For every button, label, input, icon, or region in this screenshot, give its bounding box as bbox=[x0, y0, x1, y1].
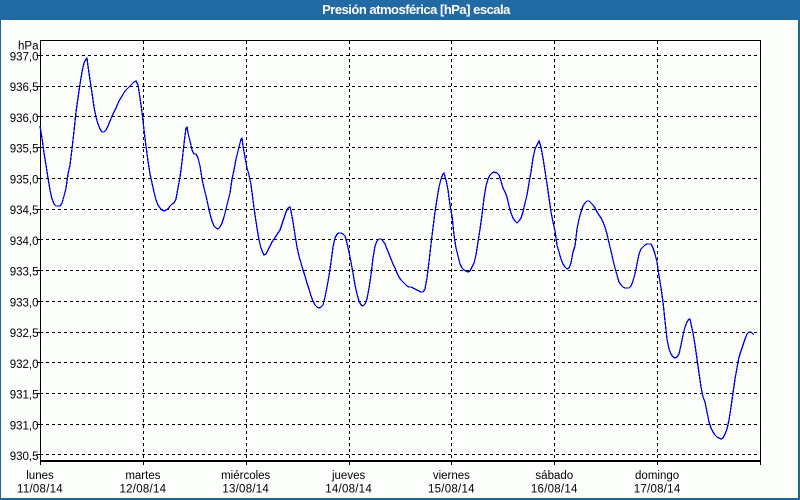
svg-text:935,5: 935,5 bbox=[10, 144, 39, 156]
svg-text:932,5: 932,5 bbox=[10, 328, 39, 340]
svg-text:932,0: 932,0 bbox=[10, 359, 39, 371]
svg-text:935,0: 935,0 bbox=[10, 174, 39, 186]
svg-text:933,5: 933,5 bbox=[10, 267, 39, 279]
svg-text:13/08/14: 13/08/14 bbox=[222, 484, 269, 496]
svg-text:hPa: hPa bbox=[18, 41, 39, 53]
svg-text:sábado: sábado bbox=[535, 470, 573, 482]
svg-text:933,0: 933,0 bbox=[10, 297, 39, 309]
svg-text:15/08/14: 15/08/14 bbox=[428, 484, 475, 496]
svg-text:11/08/14: 11/08/14 bbox=[17, 484, 63, 496]
svg-text:936,5: 936,5 bbox=[10, 82, 39, 94]
svg-text:934,0: 934,0 bbox=[10, 236, 39, 248]
svg-text:936,0: 936,0 bbox=[10, 113, 39, 125]
svg-text:931,5: 931,5 bbox=[10, 390, 39, 402]
svg-text:937,0: 937,0 bbox=[10, 52, 39, 64]
svg-text:16/08/14: 16/08/14 bbox=[531, 484, 578, 496]
svg-text:12/08/14: 12/08/14 bbox=[120, 484, 167, 496]
svg-text:931,0: 931,0 bbox=[10, 420, 39, 432]
svg-text:934,5: 934,5 bbox=[10, 205, 39, 217]
svg-text:lunes: lunes bbox=[26, 470, 54, 482]
svg-text:jueves: jueves bbox=[331, 470, 365, 482]
svg-text:domingo: domingo bbox=[635, 470, 679, 482]
svg-text:viernes: viernes bbox=[433, 470, 470, 482]
svg-text:miércoles: miércoles bbox=[221, 470, 270, 482]
svg-text:17/08/14: 17/08/14 bbox=[634, 484, 681, 496]
svg-text:martes: martes bbox=[125, 470, 160, 482]
svg-text:930,5: 930,5 bbox=[10, 451, 39, 463]
svg-text:14/08/14: 14/08/14 bbox=[325, 484, 372, 496]
